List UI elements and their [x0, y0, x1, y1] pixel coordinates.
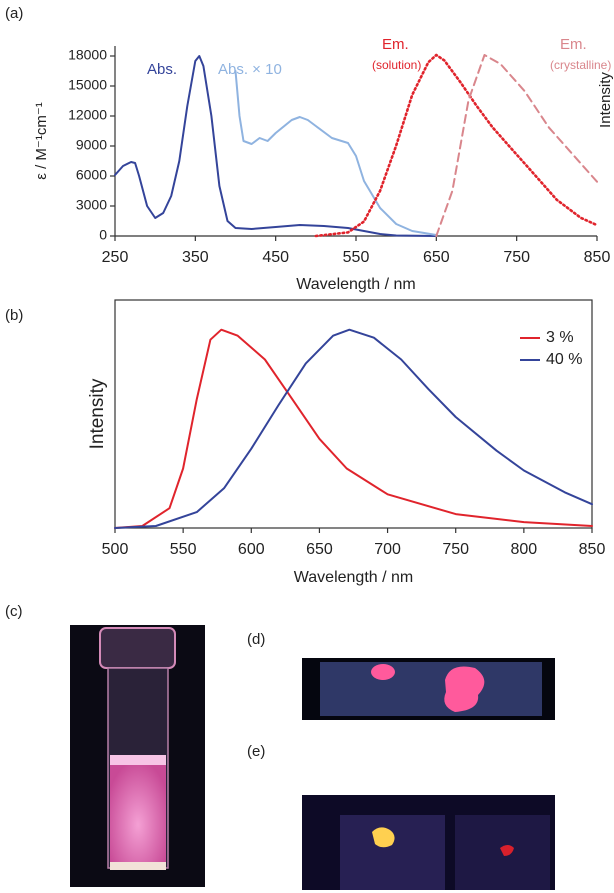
panel-label: (e) — [247, 743, 265, 760]
x-tick-label: 750 — [442, 541, 469, 558]
x-tick-label: 700 — [374, 541, 401, 558]
y-axis-label: ε / M⁻¹cm⁻¹ — [33, 102, 50, 180]
series-sublabel: (solution) — [372, 58, 421, 72]
x-tick-label: 250 — [102, 249, 129, 266]
legend-label: 3 % — [546, 329, 574, 346]
x-tick-label: 850 — [579, 541, 606, 558]
x-axis-label: Wavelength / nm — [296, 276, 415, 293]
photo-cuvette — [70, 625, 205, 887]
series-label: Abs. — [147, 61, 177, 78]
series-label: Em. — [560, 36, 587, 53]
x-tick-label: 850 — [584, 249, 611, 266]
x-tick-label: 550 — [170, 541, 197, 558]
panel-label: (c) — [5, 603, 23, 620]
x-axis-label: Wavelength / nm — [294, 569, 413, 586]
x-tick-label: 750 — [503, 249, 530, 266]
x-tick-label: 650 — [423, 249, 450, 266]
panel-label: (a) — [5, 5, 23, 22]
series-label: Abs. × 10 — [218, 61, 282, 78]
y-tick-label: 12000 — [68, 107, 107, 123]
photo-crystals — [302, 795, 555, 890]
series-label: Em. — [382, 36, 409, 53]
photo-film — [302, 658, 555, 720]
panel-label: (d) — [247, 631, 265, 648]
y-tick-label: 3000 — [76, 197, 107, 213]
y-tick-label: 9000 — [76, 137, 107, 153]
y-tick-label: 0 — [99, 227, 107, 243]
y-tick-label: 6000 — [76, 167, 107, 183]
x-tick-label: 550 — [343, 249, 370, 266]
series-line — [234, 70, 438, 236]
legend-label: 40 % — [546, 351, 582, 368]
panel-label: (b) — [5, 307, 23, 324]
x-tick-label: 600 — [238, 541, 265, 558]
x-tick-label: 500 — [102, 541, 129, 558]
series-line — [114, 55, 438, 237]
y-tick-label: 18000 — [68, 47, 107, 63]
series-line — [314, 53, 599, 238]
y-axis-label: Intensity — [87, 378, 108, 449]
x-tick-label: 350 — [182, 249, 209, 266]
y2-axis-label: Intensity — [597, 72, 614, 128]
x-tick-label: 450 — [262, 249, 289, 266]
series-sublabel: (crystalline) — [550, 58, 611, 72]
series-line — [114, 328, 593, 529]
x-tick-label: 800 — [511, 541, 538, 558]
series-line — [114, 328, 593, 529]
x-tick-label: 650 — [306, 541, 333, 558]
series-line — [435, 54, 598, 237]
plot-frame — [114, 299, 593, 529]
y-tick-label: 15000 — [68, 77, 107, 93]
